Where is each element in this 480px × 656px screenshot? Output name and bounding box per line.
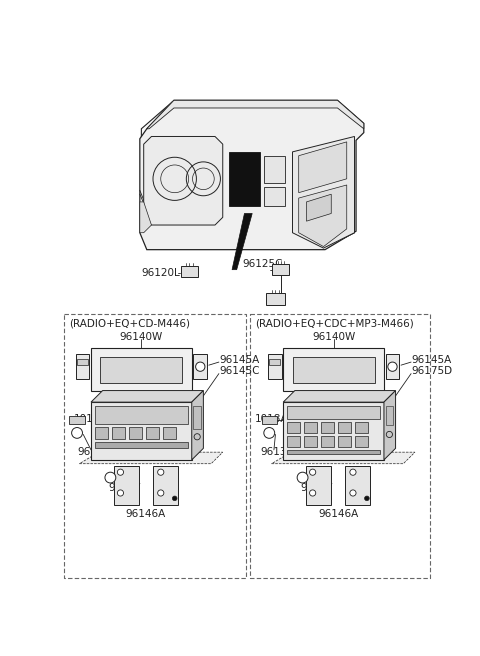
Polygon shape	[91, 348, 192, 390]
Polygon shape	[192, 390, 204, 460]
Polygon shape	[69, 416, 85, 424]
Polygon shape	[266, 293, 285, 305]
Circle shape	[350, 469, 356, 475]
Polygon shape	[355, 422, 369, 433]
Circle shape	[117, 490, 123, 496]
Polygon shape	[144, 136, 223, 225]
Polygon shape	[306, 466, 331, 504]
Polygon shape	[163, 427, 176, 439]
Polygon shape	[321, 436, 335, 447]
Polygon shape	[140, 202, 152, 233]
Polygon shape	[287, 436, 300, 447]
Polygon shape	[146, 427, 159, 439]
Text: 96146A: 96146A	[126, 509, 166, 519]
Polygon shape	[129, 427, 142, 439]
Text: 96175D: 96175D	[411, 366, 452, 377]
Text: 96137: 96137	[108, 483, 141, 493]
Polygon shape	[321, 422, 335, 433]
Polygon shape	[229, 152, 260, 206]
Polygon shape	[338, 436, 351, 447]
Circle shape	[310, 469, 316, 475]
Text: 1018AD: 1018AD	[74, 414, 116, 424]
Polygon shape	[283, 402, 384, 460]
Polygon shape	[304, 422, 317, 433]
Circle shape	[297, 472, 308, 483]
Circle shape	[157, 490, 164, 496]
Polygon shape	[287, 450, 380, 455]
Polygon shape	[100, 358, 182, 383]
Text: (RADIO+EQ+CD-M446): (RADIO+EQ+CD-M446)	[69, 319, 190, 329]
Polygon shape	[264, 155, 285, 182]
Polygon shape	[306, 194, 331, 221]
Polygon shape	[193, 406, 201, 429]
Text: 96145A: 96145A	[219, 355, 259, 365]
Polygon shape	[91, 402, 192, 460]
Polygon shape	[95, 427, 108, 439]
Polygon shape	[153, 466, 178, 504]
Polygon shape	[304, 436, 317, 447]
Text: (RADIO+EQ+CDC+MP3-M466): (RADIO+EQ+CDC+MP3-M466)	[255, 319, 414, 329]
Polygon shape	[140, 100, 364, 250]
Polygon shape	[283, 348, 384, 390]
Polygon shape	[338, 422, 351, 433]
Circle shape	[72, 428, 83, 438]
Polygon shape	[345, 466, 370, 504]
Circle shape	[388, 362, 397, 371]
Polygon shape	[114, 466, 139, 504]
Polygon shape	[292, 358, 375, 383]
Polygon shape	[384, 390, 396, 460]
Text: 1018AD: 1018AD	[255, 414, 297, 424]
Polygon shape	[283, 390, 396, 402]
Polygon shape	[292, 136, 355, 248]
Polygon shape	[355, 436, 369, 447]
Polygon shape	[95, 406, 188, 424]
Polygon shape	[147, 100, 364, 129]
Circle shape	[264, 428, 275, 438]
Polygon shape	[385, 406, 393, 425]
Circle shape	[310, 490, 316, 496]
Polygon shape	[112, 427, 125, 439]
Polygon shape	[181, 266, 198, 277]
Polygon shape	[272, 264, 289, 275]
Polygon shape	[287, 422, 300, 433]
Polygon shape	[299, 185, 347, 247]
Text: 96137: 96137	[78, 447, 111, 457]
Polygon shape	[77, 359, 88, 365]
Polygon shape	[142, 102, 362, 248]
Text: 96145A: 96145A	[411, 355, 451, 365]
Text: 96125C: 96125C	[242, 258, 283, 268]
Polygon shape	[268, 354, 282, 379]
Polygon shape	[91, 390, 204, 402]
Polygon shape	[264, 186, 285, 206]
Text: 96137: 96137	[300, 483, 334, 493]
Text: 96140W: 96140W	[312, 332, 355, 342]
Circle shape	[350, 490, 356, 496]
Text: 96145C: 96145C	[219, 366, 259, 377]
Circle shape	[157, 469, 164, 475]
Polygon shape	[193, 354, 207, 379]
Polygon shape	[79, 452, 223, 464]
Circle shape	[196, 362, 205, 371]
Polygon shape	[272, 452, 415, 464]
Circle shape	[365, 496, 369, 501]
Text: 96146A: 96146A	[318, 509, 359, 519]
Circle shape	[117, 469, 123, 475]
Polygon shape	[269, 359, 280, 365]
Polygon shape	[75, 354, 89, 379]
Text: 96137: 96137	[260, 447, 293, 457]
Polygon shape	[95, 442, 188, 448]
Polygon shape	[299, 142, 347, 193]
Polygon shape	[232, 213, 252, 270]
Circle shape	[105, 472, 116, 483]
Polygon shape	[262, 416, 277, 424]
Polygon shape	[287, 406, 380, 419]
Text: 96140W: 96140W	[120, 332, 163, 342]
Text: 96120L: 96120L	[142, 268, 180, 277]
Polygon shape	[385, 354, 399, 379]
Circle shape	[172, 496, 177, 501]
